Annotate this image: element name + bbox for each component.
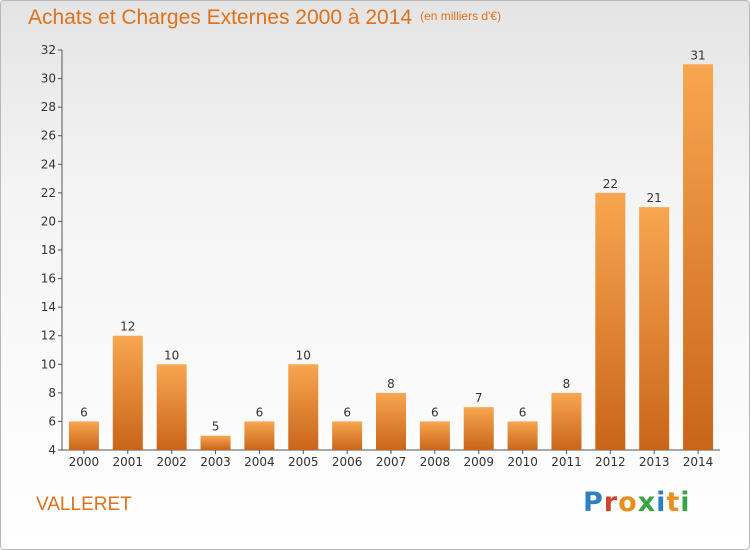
logo-letter: i: [680, 487, 691, 518]
x-tick-label: 2003: [200, 455, 231, 469]
y-tick-label: 14: [41, 300, 56, 314]
x-tick-label: 2009: [463, 455, 494, 469]
x-tick-label: 2014: [683, 455, 714, 469]
bar: [112, 335, 143, 450]
bar-value-label: 6: [519, 405, 527, 419]
logo-letter: t: [666, 487, 681, 518]
x-tick-label: 2011: [551, 455, 582, 469]
logo-letter: x: [637, 487, 657, 518]
logo-letter: o: [618, 487, 638, 518]
y-tick-label: 22: [41, 186, 56, 200]
bar: [551, 392, 582, 450]
proxiti-logo: Proxiti: [583, 487, 691, 518]
y-axis: 4 6 8 10 12 14 16 18 20 22 24 26 28 30 32: [41, 43, 63, 457]
bar-value-label: 5: [212, 420, 220, 434]
bar: [463, 407, 494, 450]
bar-value-label: 6: [343, 405, 351, 419]
y-tick-label: 6: [48, 414, 56, 428]
bar-value-label: 8: [387, 377, 395, 391]
x-axis: 2000 2001 2002 2003 2004 2005 2006 2007 2008 2009…: [62, 449, 720, 469]
x-tick-label: 2010: [507, 455, 538, 469]
y-tick-label: 4: [48, 443, 56, 457]
y-tick-label: 12: [41, 329, 56, 343]
x-tick-label: 2006: [332, 455, 363, 469]
bars: 6 12 10 5 6 10 6 8 6 7 6 8 22 21 31: [68, 48, 714, 451]
bar: [288, 364, 319, 450]
bar-value-label: 10: [296, 348, 311, 362]
commune-name: VALLERET: [36, 494, 132, 515]
y-tick-label: 20: [41, 214, 56, 228]
bar: [639, 207, 670, 450]
bar-value-label: 8: [563, 377, 571, 391]
bar-value-label: 10: [164, 348, 179, 362]
logo-letter: r: [603, 487, 619, 518]
y-tick-label: 26: [41, 129, 56, 143]
bar-value-label: 6: [431, 405, 439, 419]
x-tick-label: 2004: [244, 455, 275, 469]
bar-value-label: 7: [475, 391, 483, 405]
x-tick-label: 2005: [288, 455, 319, 469]
bar: [332, 421, 363, 450]
x-tick-label: 2008: [420, 455, 451, 469]
bar: [68, 421, 99, 450]
x-tick-label: 2007: [376, 455, 407, 469]
x-tick-label: 2000: [69, 455, 100, 469]
bar: [200, 435, 231, 450]
bar: [376, 392, 406, 450]
y-tick-label: 16: [41, 272, 56, 286]
x-tick-label: 2013: [639, 455, 670, 469]
bar: [419, 421, 450, 450]
bar-value-label: 22: [603, 177, 618, 191]
bar-value-label: 6: [256, 405, 264, 419]
bar-value-label: 12: [120, 320, 135, 334]
y-tick-label: 24: [41, 157, 56, 171]
bar-value-label: 21: [647, 191, 662, 205]
y-tick-label: 8: [48, 386, 56, 400]
bar: [507, 421, 538, 450]
x-tick-label: 2002: [156, 455, 187, 469]
y-tick-label: 30: [41, 72, 56, 86]
bar-value-label: 6: [80, 405, 88, 419]
bar: [244, 421, 275, 450]
bar: [683, 64, 714, 451]
y-tick-label: 28: [41, 100, 56, 114]
y-tick-label: 10: [41, 357, 56, 371]
bar: [595, 192, 626, 450]
x-tick-label: 2012: [595, 455, 626, 469]
chart-title: Achats et Charges Externes 2000 à 2014 (e…: [28, 6, 501, 30]
logo-letter: i: [656, 487, 667, 518]
chart-unit: (en milliers d'€): [420, 9, 502, 23]
y-tick-label: 32: [41, 43, 56, 57]
logo-letter: P: [583, 487, 604, 518]
y-tick-label: 18: [41, 243, 56, 257]
bar-value-label: 31: [690, 48, 705, 62]
x-tick-label: 2001: [113, 455, 144, 469]
chart-title-text: Achats et Charges Externes 2000 à 2014: [28, 6, 413, 29]
bar: [156, 364, 187, 450]
